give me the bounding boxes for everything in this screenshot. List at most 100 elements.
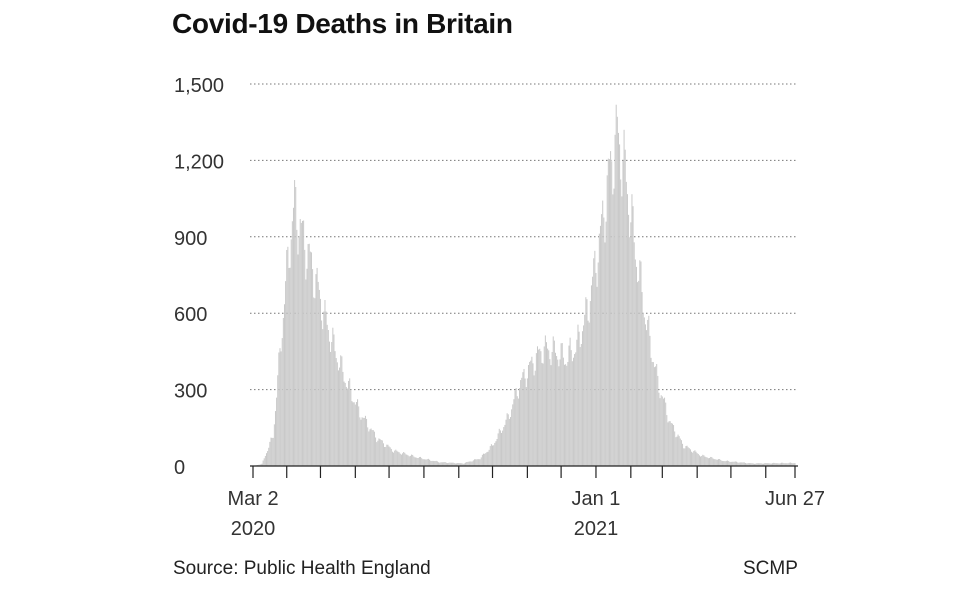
day-bar bbox=[541, 362, 543, 466]
day-bar bbox=[657, 375, 659, 466]
day-bar bbox=[633, 242, 635, 466]
day-bar bbox=[433, 461, 435, 466]
day-bar bbox=[520, 380, 522, 466]
day-bar bbox=[755, 463, 757, 466]
day-bar bbox=[688, 448, 690, 466]
day-bar bbox=[261, 463, 263, 466]
day-bar bbox=[278, 352, 280, 466]
day-bar bbox=[669, 421, 671, 466]
day-bar bbox=[290, 239, 292, 466]
day-bar bbox=[784, 463, 786, 466]
day-bar bbox=[434, 461, 436, 466]
day-bar bbox=[605, 221, 607, 466]
day-bar bbox=[725, 460, 727, 466]
day-bar bbox=[477, 459, 479, 466]
day-bar bbox=[269, 441, 271, 466]
day-bar bbox=[416, 458, 418, 466]
day-bar bbox=[370, 428, 372, 466]
day-bar bbox=[353, 402, 355, 466]
day-bar bbox=[373, 431, 375, 466]
day-bar bbox=[524, 378, 526, 466]
day-bar bbox=[349, 378, 351, 466]
day-bar bbox=[385, 446, 387, 466]
day-bar bbox=[631, 194, 633, 466]
day-bar bbox=[548, 350, 550, 466]
day-bar bbox=[417, 457, 419, 466]
day-bar bbox=[575, 352, 577, 466]
day-bar bbox=[773, 462, 775, 466]
day-bar bbox=[501, 432, 503, 466]
day-bar bbox=[299, 219, 301, 466]
day-bar bbox=[549, 359, 551, 466]
day-bar bbox=[680, 440, 682, 466]
day-bar bbox=[300, 222, 302, 466]
day-bar bbox=[703, 455, 705, 466]
day-bar bbox=[378, 438, 380, 466]
day-bar bbox=[707, 458, 709, 466]
day-bar bbox=[563, 364, 565, 466]
day-bar bbox=[764, 463, 766, 466]
day-bar bbox=[724, 461, 726, 466]
day-bar bbox=[792, 463, 794, 466]
day-bar bbox=[622, 160, 624, 466]
day-bar bbox=[431, 460, 433, 466]
day-bar bbox=[465, 462, 467, 466]
day-bar bbox=[340, 355, 342, 466]
day-bar bbox=[720, 459, 722, 466]
day-bar bbox=[514, 390, 516, 466]
day-bar bbox=[478, 459, 480, 466]
day-bar bbox=[647, 319, 649, 466]
day-bar bbox=[696, 453, 698, 466]
day-bar bbox=[367, 427, 369, 466]
day-bar bbox=[314, 298, 316, 466]
day-bar bbox=[354, 404, 356, 466]
day-bar bbox=[305, 279, 307, 466]
day-bar bbox=[632, 206, 634, 466]
day-bar bbox=[307, 244, 309, 466]
day-bar bbox=[506, 413, 508, 466]
day-bar bbox=[287, 246, 289, 466]
day-bar bbox=[545, 342, 547, 466]
day-bar bbox=[561, 343, 563, 466]
day-bar bbox=[712, 458, 714, 466]
day-bar bbox=[342, 371, 344, 466]
daily-death-bars bbox=[253, 104, 796, 467]
day-bar bbox=[466, 462, 468, 466]
day-bar bbox=[737, 462, 739, 466]
day-bar bbox=[449, 462, 451, 466]
day-bar bbox=[552, 336, 554, 466]
day-bar bbox=[485, 453, 487, 466]
day-bar bbox=[495, 441, 497, 466]
day-bar bbox=[601, 214, 603, 466]
day-bar bbox=[589, 301, 591, 466]
day-bar bbox=[722, 461, 724, 466]
day-bar bbox=[272, 437, 274, 466]
day-bar bbox=[583, 325, 585, 466]
day-bar bbox=[751, 463, 753, 466]
day-bar bbox=[741, 462, 743, 466]
day-bar bbox=[363, 417, 365, 466]
day-bar bbox=[341, 356, 343, 466]
day-bar bbox=[321, 320, 323, 466]
day-bar bbox=[613, 188, 615, 466]
day-bar bbox=[616, 116, 618, 466]
day-bar bbox=[635, 266, 637, 466]
day-bar bbox=[770, 463, 772, 466]
day-bar bbox=[492, 445, 494, 466]
day-bar bbox=[584, 314, 586, 466]
day-bar bbox=[295, 187, 297, 466]
day-bar bbox=[448, 462, 450, 466]
day-bar bbox=[612, 194, 614, 466]
day-bar bbox=[396, 450, 398, 466]
day-bar bbox=[406, 454, 408, 466]
day-bar bbox=[317, 281, 319, 466]
day-bar bbox=[372, 430, 374, 466]
day-bar bbox=[729, 461, 731, 466]
day-bar bbox=[556, 356, 558, 466]
day-bar bbox=[734, 461, 736, 466]
day-bar bbox=[459, 463, 461, 466]
gridlines bbox=[250, 83, 798, 391]
day-bar bbox=[296, 229, 298, 466]
day-bar bbox=[738, 462, 740, 466]
day-bar bbox=[381, 440, 383, 466]
